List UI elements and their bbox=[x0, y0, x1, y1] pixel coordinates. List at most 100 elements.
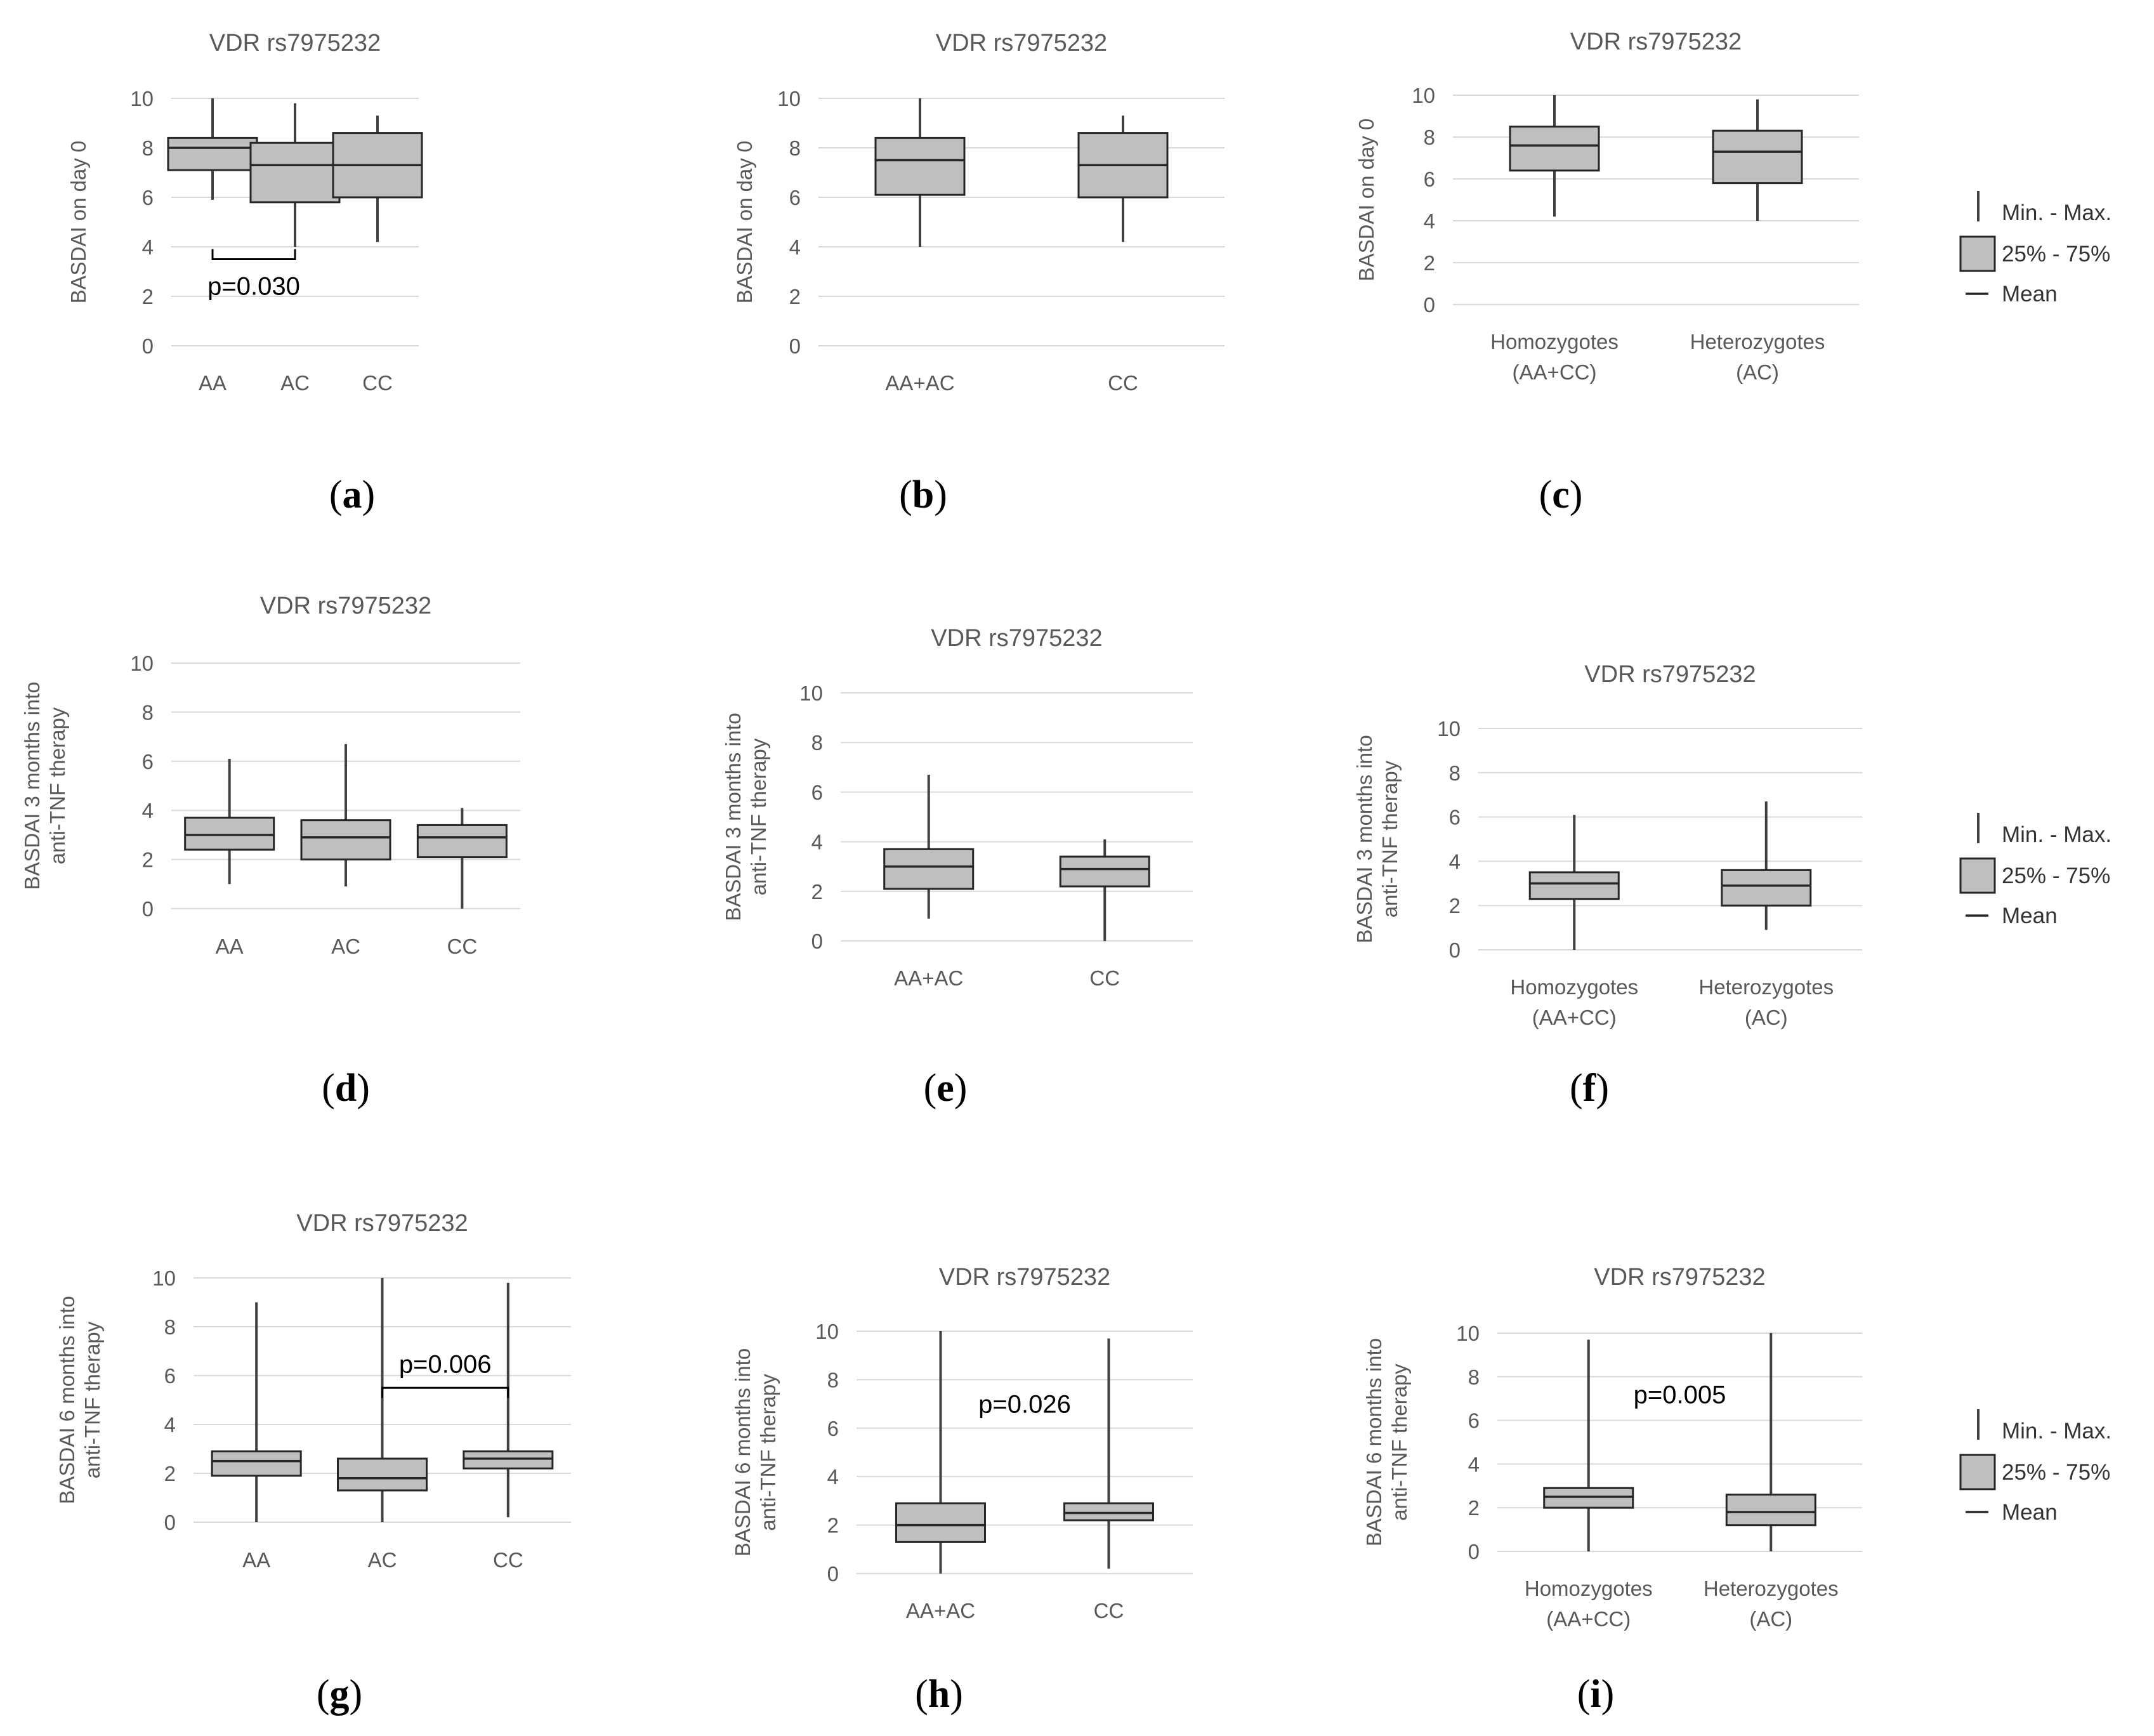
legend-mean-label: Mean bbox=[2002, 1500, 2058, 1525]
y-tick-label: 8 bbox=[142, 700, 154, 724]
box-g-1 bbox=[337, 1278, 428, 1522]
iqr-box bbox=[874, 136, 966, 196]
box-a-0 bbox=[167, 98, 258, 200]
chart-title: VDR rs7975232 bbox=[260, 593, 431, 619]
chart-title: VDR rs7975232 bbox=[939, 1264, 1110, 1291]
box-e-0 bbox=[883, 775, 975, 919]
chart-i: 0 2 4 6 8 10 VDR rs7975232 BASDAI 6 months into… bbox=[1362, 1264, 1862, 1716]
box-c-1 bbox=[1712, 99, 1803, 221]
p-value: p=0.005 bbox=[1634, 1381, 1726, 1409]
y-tick-label: 0 bbox=[142, 897, 154, 921]
y-axis-label: BASDAI 6 months intoanti-TNF therapy bbox=[55, 1296, 104, 1504]
y-tick-label: 6 bbox=[789, 186, 801, 209]
y-tick-label: 2 bbox=[164, 1462, 176, 1485]
box-i-0 bbox=[1543, 1339, 1634, 1551]
legend-mean-label: Mean bbox=[2002, 904, 2058, 928]
panel-label: (b) bbox=[899, 473, 947, 516]
y-tick-label: 10 bbox=[1412, 84, 1435, 107]
legend-iqr-symbol bbox=[1959, 1454, 1996, 1490]
y-tick-label: 6 bbox=[142, 186, 154, 209]
iqr-box bbox=[1528, 871, 1620, 900]
significance-bracket bbox=[381, 1386, 509, 1398]
x-category-label: CC bbox=[493, 1548, 523, 1572]
y-tick-label: 0 bbox=[1468, 1540, 1480, 1563]
y-tick-label: 8 bbox=[827, 1368, 839, 1391]
panel-label: (c) bbox=[1539, 473, 1583, 516]
iqr-box bbox=[337, 1457, 428, 1492]
legend-mean-label: Mean bbox=[2002, 282, 2058, 306]
y-tick-label: 8 bbox=[164, 1315, 176, 1339]
legend-1: Min. - Max. 25% - 75% Mean bbox=[1959, 191, 2111, 306]
chart-h: 0 2 4 6 8 10 VDR rs7975232 BASDAI 6 months into… bbox=[731, 1264, 1193, 1716]
y-tick-label: 0 bbox=[164, 1511, 176, 1534]
iqr-box bbox=[249, 141, 341, 204]
chart-a: 0 2 4 6 8 10 VDR rs7975232 BASDAI on day 0 AA AC C… bbox=[67, 30, 423, 516]
y-tick-label: 10 bbox=[799, 681, 823, 705]
y-tick-label: 8 bbox=[1424, 126, 1435, 149]
iqr-box bbox=[211, 1450, 302, 1477]
x-category-label: CC bbox=[1094, 1599, 1124, 1622]
y-tick-label: 6 bbox=[827, 1417, 839, 1440]
iqr-box bbox=[1063, 1502, 1154, 1522]
x-category-label: AA bbox=[199, 371, 227, 395]
box-b-0 bbox=[874, 98, 966, 247]
x-category-label: AA bbox=[216, 935, 244, 958]
x-category-label: AA+AC bbox=[894, 966, 963, 990]
legend-iqr-symbol bbox=[1959, 857, 1996, 894]
x-category-label: Homozygotes (AA+CC) bbox=[1525, 1577, 1653, 1631]
y-tick-label: 0 bbox=[827, 1562, 839, 1586]
x-category-label: CC bbox=[362, 371, 393, 395]
iqr-box bbox=[184, 817, 275, 851]
y-tick-label: 6 bbox=[164, 1364, 176, 1388]
box-g-2 bbox=[463, 1282, 554, 1518]
iqr-box bbox=[416, 824, 508, 858]
box-b-1 bbox=[1077, 115, 1169, 242]
y-tick-label: 4 bbox=[164, 1413, 176, 1437]
y-axis-label: BASDAI on day 0 bbox=[733, 141, 756, 304]
chart-title: VDR rs7975232 bbox=[1584, 661, 1756, 688]
x-category-label: CC bbox=[447, 935, 477, 958]
chart-c: 0 2 4 6 8 10 VDR rs7975232 BASDAI on day 0 Homoz… bbox=[1355, 29, 1859, 516]
x-category-label: Homozygotes (AA+CC) bbox=[1490, 330, 1619, 384]
iqr-box bbox=[895, 1502, 986, 1543]
box-i-1 bbox=[1725, 1333, 1816, 1551]
box-d-1 bbox=[300, 744, 391, 887]
y-tick-label: 4 bbox=[1468, 1452, 1480, 1476]
iqr-box bbox=[167, 136, 258, 171]
panel-label: (i) bbox=[1577, 1673, 1615, 1716]
y-tick-label: 2 bbox=[811, 880, 823, 904]
legend-minmax-label: Min. - Max. bbox=[2002, 1419, 2111, 1443]
y-tick-label: 2 bbox=[142, 285, 154, 308]
legend-3: Min. - Max. 25% - 75% Mean bbox=[1959, 1409, 2111, 1525]
x-category-label: AA+AC bbox=[885, 371, 954, 395]
y-tick-label: 4 bbox=[827, 1465, 839, 1489]
y-tick-label: 4 bbox=[1449, 850, 1461, 873]
iqr-box bbox=[1509, 126, 1600, 172]
y-tick-label: 10 bbox=[1456, 1322, 1480, 1345]
y-tick-label: 0 bbox=[142, 334, 154, 358]
panel-label: (f) bbox=[1570, 1067, 1609, 1110]
y-tick-label: 10 bbox=[152, 1266, 176, 1290]
y-tick-label: 4 bbox=[811, 831, 823, 854]
iqr-box bbox=[1712, 129, 1803, 185]
y-tick-label: 6 bbox=[1424, 168, 1435, 191]
y-tick-label: 8 bbox=[1468, 1365, 1480, 1389]
panel-label: (a) bbox=[329, 473, 375, 516]
x-category-label: Heterozygotes (AC) bbox=[1690, 330, 1825, 384]
p-value: p=0.006 bbox=[399, 1350, 492, 1378]
x-category-label: AA+AC bbox=[906, 1599, 975, 1622]
y-tick-label: 2 bbox=[1468, 1496, 1480, 1520]
x-category-label: AC bbox=[331, 935, 360, 958]
chart-title: VDR rs7975232 bbox=[1594, 1264, 1765, 1291]
box-f-1 bbox=[1721, 801, 1812, 930]
x-category-label: Heterozygotes (AC) bbox=[1704, 1577, 1839, 1631]
chart-g: 0 2 4 6 8 10 VDR rs7975232 BASDAI 6 months into… bbox=[55, 1210, 571, 1716]
x-category-label: AA bbox=[242, 1548, 270, 1572]
iqr-box bbox=[463, 1450, 554, 1470]
box-h-1 bbox=[1063, 1338, 1154, 1569]
x-category-label: Heterozygotes (AC) bbox=[1698, 975, 1834, 1029]
legend-iqr-symbol bbox=[1959, 235, 1996, 272]
y-axis-label: BASDAI on day 0 bbox=[67, 141, 90, 304]
x-category-label: AC bbox=[280, 371, 310, 395]
